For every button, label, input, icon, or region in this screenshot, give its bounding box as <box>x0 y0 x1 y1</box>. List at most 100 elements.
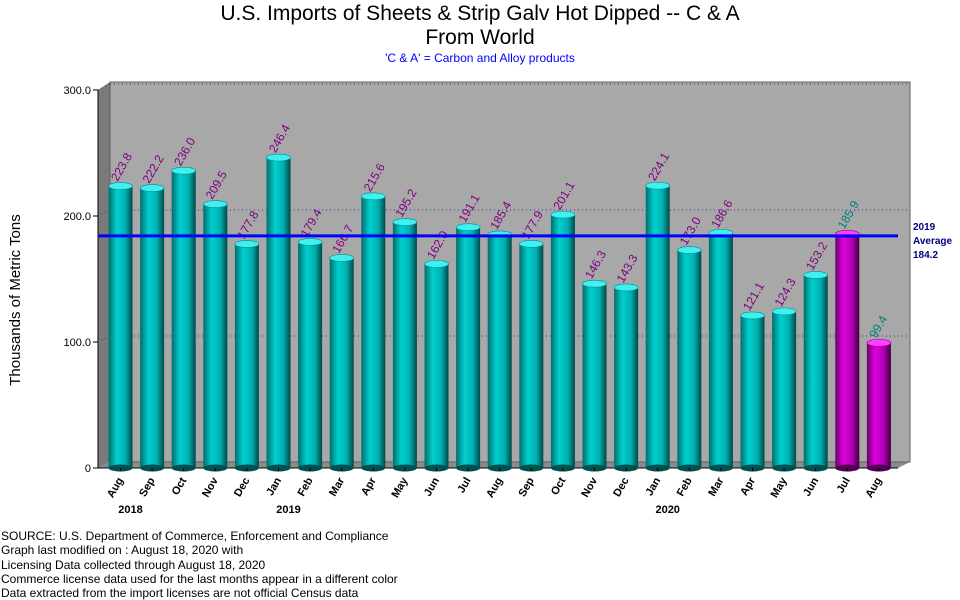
bar-body <box>866 342 891 468</box>
x-tick-label: Sep <box>516 475 537 499</box>
bar-body <box>298 241 323 468</box>
x-tick-label: Aug <box>105 476 126 501</box>
bar: 153.2 <box>803 239 830 472</box>
bar: 246.4 <box>266 122 293 472</box>
chart-subtitle: 'C & A' = Carbon and Alloy products <box>385 51 575 65</box>
bar-top <box>108 182 133 190</box>
x-tick-label: Jan <box>264 475 284 498</box>
y-tick-label: 0 <box>85 463 91 475</box>
bar: 177.9 <box>518 208 546 472</box>
bar-top <box>676 246 702 254</box>
bar: 195.2 <box>392 186 420 472</box>
bar-body <box>645 185 670 468</box>
y-tick-label: 300.0 <box>63 85 91 97</box>
x-tick-label: Jul <box>455 476 473 496</box>
modified-line: Graph last modified on : August 18, 2020… <box>1 543 244 558</box>
average-label: 184.2 <box>913 250 938 261</box>
x-tick-label: Jun <box>422 475 442 498</box>
bar-top <box>550 210 576 219</box>
bar-body <box>582 283 607 468</box>
licensing-line: Licensing Data collected through August … <box>1 557 266 572</box>
chart-title-line1: U.S. Imports of Sheets & Strip Galv Hot … <box>220 2 740 25</box>
bar-body <box>614 287 639 468</box>
bar-body <box>835 233 860 468</box>
bar-body <box>171 170 196 468</box>
bar-top <box>424 260 449 268</box>
x-tick-label: Jan <box>643 475 663 498</box>
source-notes: SOURCE: U.S. Department of Commerce, Enf… <box>1 529 398 600</box>
bar: 215.6 <box>361 161 388 472</box>
bar-body <box>140 188 165 468</box>
bar-body <box>234 243 259 468</box>
bar-top <box>866 338 892 347</box>
y-axis-label: Thousands of Metric Tons <box>7 214 24 385</box>
bar: 177.8 <box>234 208 262 472</box>
x-tick-label: Jun <box>801 475 821 498</box>
x-tick-label: May <box>769 475 791 500</box>
bar-body <box>203 204 228 468</box>
chart-title-line2: From World <box>425 26 535 49</box>
bar: 99.4 <box>866 313 892 472</box>
bar: 185.9 <box>835 198 862 472</box>
bar-top <box>645 181 671 190</box>
x-tick-label: Oct <box>170 475 190 497</box>
average-label: Average <box>913 236 953 247</box>
y-tick-label: 100.0 <box>63 337 91 349</box>
bar-top <box>329 254 355 262</box>
x-tick-label: Jul <box>835 476 853 496</box>
x-tick-label: Dec <box>232 476 252 499</box>
bar: 201.1 <box>550 179 578 472</box>
bar-top <box>139 184 165 192</box>
bar-body <box>329 257 354 468</box>
bar-top <box>171 166 196 175</box>
bar-body <box>108 186 133 468</box>
bar: 186.6 <box>708 197 736 472</box>
y-axis-ticks: 0 100.0 200.0 300.0 <box>63 85 98 475</box>
plot-left-wall <box>98 82 110 468</box>
x-tick-label: Sep <box>137 475 158 499</box>
x-tick-label: Aug <box>863 476 884 501</box>
bar: 173.0 <box>676 214 704 472</box>
bar: 224.1 <box>645 150 672 472</box>
bar-top <box>771 307 797 316</box>
bar-top <box>455 223 481 232</box>
bar-body <box>677 250 702 468</box>
bar-top <box>392 218 418 226</box>
bar-body <box>361 196 386 468</box>
year-label: 2018 <box>118 504 142 516</box>
bar-top <box>266 153 291 162</box>
bar-top <box>203 200 228 208</box>
average-label: 2019 <box>913 222 936 233</box>
bar-top <box>360 192 386 201</box>
x-tick-label: Nov <box>200 475 221 500</box>
year-label: 2020 <box>655 504 679 516</box>
bar: 236.0 <box>171 135 198 472</box>
bar-top <box>297 238 323 246</box>
bar-top <box>518 240 544 248</box>
x-tick-label: Mar <box>327 475 348 499</box>
x-axis-labels: Aug Sep Oct Nov Dec Jan Feb Mar Apr May Jun Jul Aug S… <box>105 468 884 516</box>
bar-body <box>487 234 512 468</box>
bar-body <box>519 243 544 468</box>
bar: 222.2 <box>139 152 167 472</box>
bar-body <box>456 227 481 468</box>
x-tick-label: May <box>389 475 411 500</box>
color-note-line: Commerce license data used for the last … <box>1 571 398 586</box>
x-tick-label: Feb <box>675 475 695 498</box>
bar-top <box>234 240 260 248</box>
average-line-group: 2019 Average 184.2 <box>98 222 953 261</box>
x-tick-label: Aug <box>484 476 505 501</box>
bar-body <box>424 263 449 468</box>
source-line: SOURCE: U.S. Department of Commerce, Enf… <box>1 529 389 543</box>
x-tick-label: Apr <box>359 475 379 498</box>
x-tick-label: Dec <box>611 476 631 499</box>
census-note-line: Data extracted from the import licenses … <box>1 586 359 600</box>
bar: 209.5 <box>203 168 230 472</box>
bar-top <box>803 271 829 279</box>
y-tick-label: 200.0 <box>63 211 91 223</box>
x-tick-label: Nov <box>579 475 600 500</box>
bar-top <box>613 283 639 292</box>
bar-body <box>740 315 765 468</box>
bar-body <box>266 157 291 468</box>
bar: 143.3 <box>614 252 641 472</box>
